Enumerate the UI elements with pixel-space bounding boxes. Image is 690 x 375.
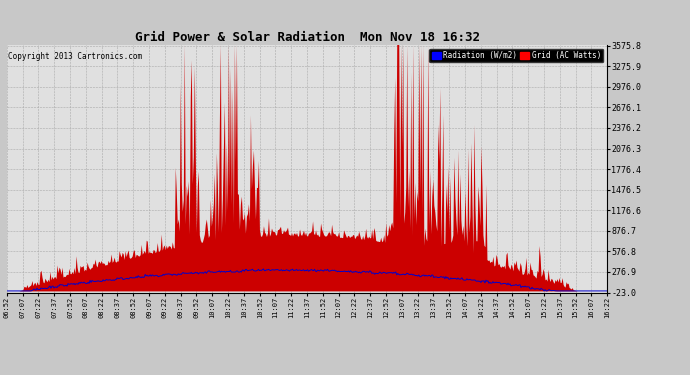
Legend: Radiation (W/m2), Grid (AC Watts): Radiation (W/m2), Grid (AC Watts) (429, 49, 603, 62)
Text: Copyright 2013 Cartronics.com: Copyright 2013 Cartronics.com (8, 53, 141, 62)
Title: Grid Power & Solar Radiation  Mon Nov 18 16:32: Grid Power & Solar Radiation Mon Nov 18 … (135, 31, 480, 44)
